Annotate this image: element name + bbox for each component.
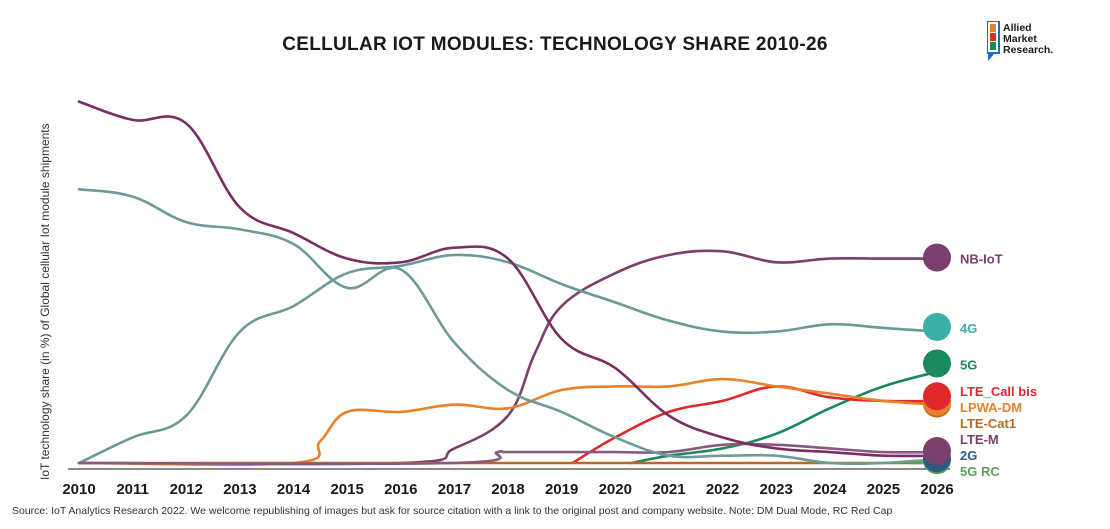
x-tick-label: 2016 [384,481,417,498]
x-tick-label: 2019 [545,481,578,498]
legend-label-2g: 2G [960,448,977,463]
end-marker-nb-iot [923,243,951,272]
x-tick-label: 2014 [277,481,311,498]
logo-line-1: Allied [1003,22,1032,34]
series-line-lpwa-dm [77,377,939,467]
legend-label-nb-iot: NB-IoT [960,252,1003,267]
x-tick-label: 2010 [62,481,95,498]
x-tick-label: 2020 [599,481,632,498]
x-tick-label: 2011 [116,481,149,498]
logo-line-2: Market [1003,33,1037,45]
series-line-2g [77,100,939,458]
x-tick-label: 2026 [920,481,953,498]
legend-label-lte-m: LTE-M [960,432,999,447]
logo-icon [987,21,1000,61]
legend-label-5g-rc: 5G RC [960,464,1000,479]
end-marker-lte-call-bis [923,382,951,411]
chart-title: CELLULAR IOT MODULES: TECHNOLOGY SHARE 2… [282,34,828,55]
source-note: Source: IoT Analytics Research 2022. We … [12,505,893,517]
series-line-3g [77,188,939,466]
series-line-lte-m [77,442,939,466]
series-line-nb-iot [77,249,939,466]
x-tick-label: 2017 [438,481,471,498]
x-tick-label: 2021 [652,481,685,498]
brand-logo: Allied Market Research. [987,21,1077,69]
end-marker-5g [923,349,951,378]
x-tick-label: 2024 [813,481,847,498]
x-tick-label: 2025 [867,481,900,498]
x-tick-label: 2013 [223,481,256,498]
end-marker-4g [923,312,951,341]
series-line-4g [77,253,939,465]
end-marker-lte-m [923,437,951,466]
legend-label-4g: 4G [960,321,977,336]
x-tick-label: 2018 [491,481,524,498]
legend-label-lte-call-bis: LTE_Call bis [960,384,1037,399]
x-tick-label: 2015 [330,481,363,498]
x-tick-label: 2023 [759,481,792,498]
x-tick-label: 2012 [170,481,203,498]
legend-label-5g: 5G [960,357,977,372]
legend-label-lpwa-dm: LPWA-DM [960,400,1022,415]
x-tick-label: 2022 [706,481,739,498]
legend-label-lte-cat1: LTE-Cat1 [960,416,1016,431]
logo-line-3: Research. [1003,44,1054,56]
